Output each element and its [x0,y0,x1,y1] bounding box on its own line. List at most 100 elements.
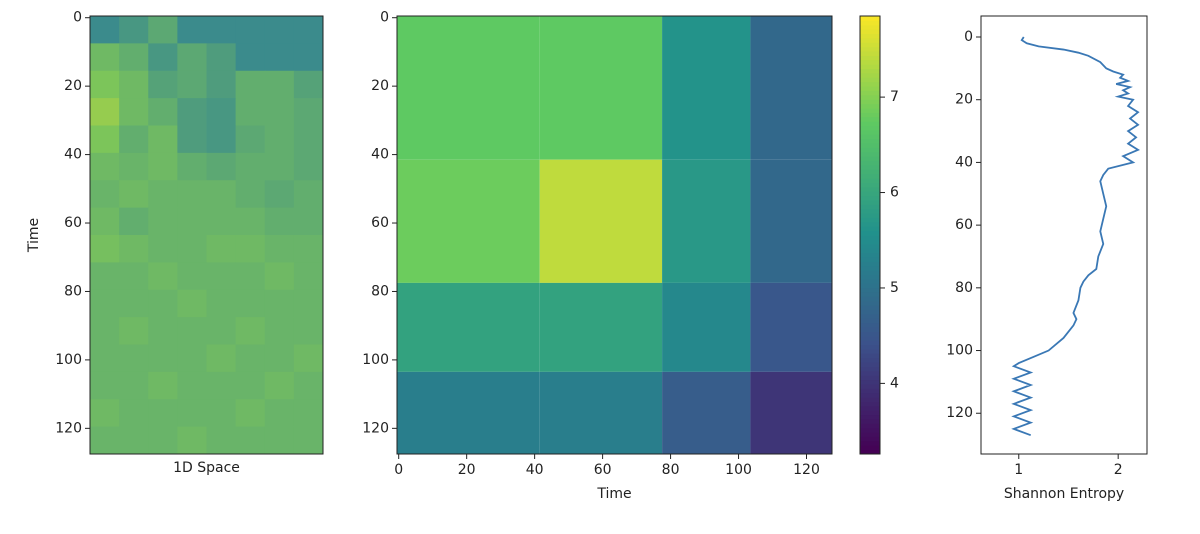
cell [148,426,178,455]
cell [148,262,178,291]
x-tick-label: 60 [594,462,612,478]
cell [264,344,295,373]
colorbar-step [860,248,880,254]
x-tick-label: 2 [1114,462,1123,478]
y-tick-label: 40 [955,154,973,170]
cell [235,207,266,236]
colorbar-step [860,221,880,227]
colorbar-step [860,375,880,381]
cell [119,43,149,72]
cell [119,235,149,263]
colorbar-step [860,331,880,337]
cell [177,317,207,345]
colorbar-step [860,239,880,245]
cell [148,235,178,263]
colorbar-step [860,107,880,113]
cell [264,70,295,99]
colorbar-step [860,160,880,166]
cell [293,125,324,154]
cell [206,152,237,181]
cell [177,344,207,373]
y-tick-label: 60 [64,215,82,231]
y-tick-label: 0 [380,10,389,26]
colorbar-step [860,99,880,105]
cell [293,70,324,99]
colorbar-step [860,33,880,39]
y-tick-label: 60 [955,217,973,233]
colorbar-step [860,112,880,118]
cell [119,125,149,154]
colorbar-step [860,436,880,442]
cell [235,125,266,154]
cell [206,344,237,373]
y-tick-label: 40 [64,147,82,163]
heat-cell [662,371,751,454]
cell [119,180,149,209]
cell [177,125,207,154]
colorbar-step [860,134,880,140]
cell [148,125,178,154]
colorbar-step [860,42,880,48]
cell [235,70,266,99]
cell [148,70,178,99]
cell [90,371,120,400]
colorbar-step [860,51,880,56]
colorbar-step [860,318,880,324]
colorbar-step [860,29,880,35]
colorbar-step [860,348,880,354]
colorbar-step [860,147,880,153]
cell [119,344,149,373]
cell [90,16,120,44]
colorbar-step [860,313,880,319]
cell [264,207,295,236]
colorbar-tick-label: 4 [890,375,899,391]
cell [90,125,120,154]
colorbar-step [860,256,880,262]
y-tick-label: 100 [362,352,389,368]
colorbar-step [860,322,880,328]
cell [206,43,237,72]
y-tick-label: 80 [371,283,389,299]
cell [148,43,178,72]
y-tick-label: 20 [955,92,973,108]
colorbar-step [860,397,880,402]
cell [177,289,207,318]
cell [90,289,120,318]
colorbar-step [860,283,880,289]
colorbar-step [860,121,880,126]
heat-cell [662,159,751,283]
axes-frame [980,15,1148,455]
cell [206,317,237,345]
y-tick-label: 120 [55,420,82,436]
colorbar-step [860,151,880,157]
cell [148,399,178,428]
colorbar-step [860,410,880,416]
colorbar-step [860,235,880,240]
cell [90,207,120,236]
cell [293,317,324,345]
axes-frame [396,15,833,455]
cell [293,344,324,373]
cell [206,426,237,455]
cell [177,152,207,181]
cell [293,16,324,44]
cell [235,371,266,400]
colorbar-step [860,362,880,367]
colorbar-tick-label: 5 [890,280,899,296]
colorbar-step [860,195,880,201]
colorbar-step [860,72,880,78]
cell [206,98,237,126]
x-tick-label: 40 [526,462,544,478]
colorbar-step [860,335,880,341]
colorbar-step [860,129,880,135]
colorbar-step [860,405,880,411]
colorbar-step [860,59,880,65]
colorbar-step [860,156,880,162]
y-tick-label: 120 [362,420,389,436]
colorbar-step [860,326,880,332]
cell [235,98,266,126]
heat-cell [397,371,540,454]
colorbar-tick-label: 7 [890,89,899,105]
cell [264,426,295,455]
